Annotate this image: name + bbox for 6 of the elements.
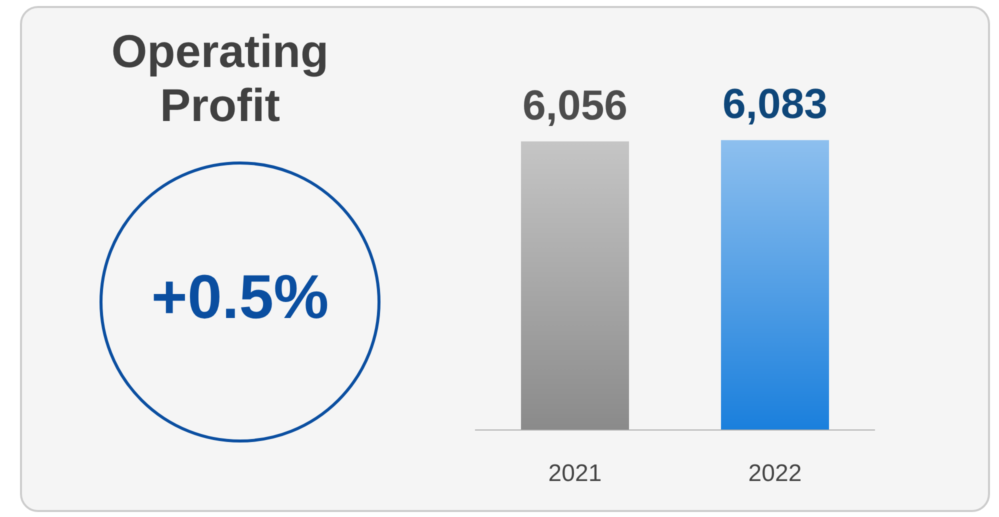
x-tick-label: 2022 [748,460,802,488]
x-tick-label: 2021 [548,460,602,488]
data-label: 6,056 [522,81,628,128]
chart-title: Operating Profit [110,24,330,132]
data-label: 6,083 [722,80,828,128]
text: +0.5% [150,262,330,333]
